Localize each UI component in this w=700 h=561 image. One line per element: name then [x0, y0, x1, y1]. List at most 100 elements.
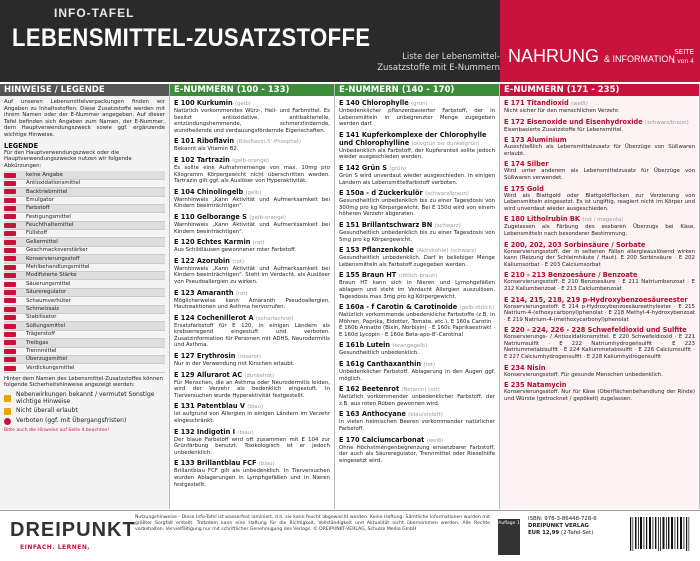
entry: E 122 Azorubin (rot) Warnhinweis „Kann Ak… [174, 257, 330, 286]
entry-title: E 122 Azorubin (rot) [174, 257, 330, 266]
entry-tag: (rot) [423, 362, 436, 369]
legend-item: Festigungsmittel [4, 213, 165, 222]
entry-text: Konservierungsstoff. Für gesunde Mensche… [504, 371, 663, 378]
legend-icon [4, 264, 16, 270]
entry-tag: (gelb) [235, 101, 251, 107]
entry-code: E 173 [504, 136, 525, 145]
notes: Nutzungshinweise - Diese Info-Tafel ist … [135, 515, 490, 532]
entry-tag: (schwarz/braun) [425, 191, 469, 198]
legend-label: Füllstoff [26, 230, 48, 237]
entry-tag: (schwarz) [434, 222, 461, 229]
entry-tag: (gelb) [245, 189, 262, 196]
entry-code: E 161g [339, 360, 365, 369]
entry-text: Der blaue Farbstoff wird oft zusammen mi… [174, 436, 330, 456]
entry-text: Unbedenklicher Farbstoff. Ablagerung in … [339, 369, 495, 382]
entry-name: Chinolingelb [196, 187, 244, 196]
legend-item: Feuchthaltemittel [4, 221, 165, 231]
legend-item: Trennmittel [4, 348, 165, 356]
subtitle: Liste der Lebensmittel-Zusatzstoffe mit … [377, 52, 500, 73]
legend-item: Süßungsmittel [4, 322, 165, 331]
legend-icon [4, 189, 16, 195]
entry-name: Lutein [366, 341, 391, 350]
entry-code: E 153 [339, 246, 360, 255]
entry-code: E 104 [174, 187, 195, 196]
legend-icon [4, 231, 16, 237]
entry: E 161g Canthaxanthin (rot) Unbedenklicher… [339, 360, 495, 382]
warning-label: Nicht überall erlaubt [16, 407, 78, 415]
entry: E 200, 202, 203 Sorbinsäure / Sorbate Kon… [504, 241, 695, 269]
legend-item: Schaumverhüter [4, 297, 165, 306]
entry: E 104 Chinolingelb (gelb) Warnhinweis „Ka… [174, 188, 330, 210]
entry-tag: (rot) [235, 290, 248, 297]
entry-name: Tartrazin [196, 155, 230, 164]
page-label: SEITE [674, 48, 694, 56]
column-heading: E-NUMMERN (100 - 133) [170, 84, 334, 96]
entry-text: Konservierungsstoff, der in seltenen Fäl… [504, 248, 695, 268]
entry-title: E 220 - 224, 226 - 228 Schwefeldioxid un… [504, 326, 695, 334]
column-heading: HINWEISE / LEGENDE [0, 84, 169, 96]
entry-text: Ausschließlich als Lebensmittelzusatz fü… [504, 144, 695, 157]
entry-title: E 171 Titandioxid (weiß) [504, 99, 695, 108]
entry-tag: (Riboflavin-5'-Phosphat) [236, 139, 302, 146]
legend-item: Modifizierte Stärke [4, 272, 165, 281]
entry-title: E 161b Lutein (orangegelb) [339, 341, 495, 350]
legend-label: Treibgas [26, 339, 49, 346]
series-box: NAHRUNG & INFORMATION SEITE 1 von 4 [500, 0, 700, 82]
legend-list: keine Angabe Antioxidationsmittel Backtrie… [4, 171, 165, 373]
legend-label: Schmelzsalz [26, 305, 60, 312]
entry: E 174 Silber Wird unter anderem als Leben… [504, 160, 695, 181]
intro: Auf unseren Lebensmittelverpackungen fin… [4, 99, 165, 138]
entry-text: Konservierungsstoff. E 214 p-Hydroxybenz… [504, 303, 695, 323]
legend-label: Geschmacksverstärker [26, 247, 88, 254]
price: EUR 12,99 (2-Tafel-Set) [528, 530, 597, 537]
legend-label: Säuerungsmittel [26, 280, 71, 287]
entry-title: E 200, 202, 203 Sorbinsäure / Sorbate [504, 241, 695, 249]
entry-code: E 133 [174, 459, 195, 468]
entry-tag: (blau) [237, 429, 254, 436]
legend-label: Antioxidationsmittel [26, 180, 81, 187]
entry-title: E 173 Aluminium [504, 136, 695, 144]
warning: Verboten (ggf. mit Übergangsfristen) [4, 418, 165, 426]
entry-name: Aluminium [526, 136, 567, 145]
entry-title: E 214, 215, 218, 219 p-Hydroxybenzoesäur… [504, 296, 695, 304]
column-heading: E-NUMMERN (171 - 235) [500, 84, 699, 96]
legend-item: Backtriebmittel [4, 188, 165, 197]
entry: E 141 Kupferkomplexe der Chlorophylle un… [339, 131, 495, 161]
entry-name: Azorubin [196, 256, 230, 265]
entry-name: Cochenillerot A [196, 313, 254, 322]
entry-text: Braun HT kann sich in Nieren und Lymphge… [339, 280, 495, 300]
entry: E 214, 215, 218, 219 p-Hydroxybenzoesäur… [504, 296, 695, 324]
entry-tag: (gelb-orange) [249, 214, 287, 221]
entry-title: E 175 Gold [504, 185, 695, 193]
entry: E 102 Tartrazin (gelb-orange) Es sollte e… [174, 156, 330, 185]
legend-icon [4, 172, 16, 178]
legend-label: Schaumverhüter [26, 297, 71, 304]
legend-item: Konservierungsstoff [4, 255, 165, 264]
entry-code: E 124 [174, 313, 195, 322]
entry-name: Gold [526, 184, 544, 193]
header: INFO-TAFEL LEBENSMITTEL-ZUSATZSTOFFE Lis… [0, 0, 700, 82]
entry-name: p-Hydroxybenzoesäureester [582, 295, 688, 304]
entry: E 173 Aluminium Ausschließlich als Lebens… [504, 136, 695, 157]
legend-icon [4, 248, 16, 254]
entry-name: Brillantschwarz BN [361, 220, 433, 229]
legend-item: Stabilisator [4, 314, 165, 323]
entry-name: Silber [526, 160, 549, 169]
legend-icon [4, 273, 16, 279]
entry-title: E 235 Natamycin [504, 381, 695, 389]
entry-code: E 120 [174, 238, 195, 247]
entry-text: Unbedenklich als Farbstoff, der Kupferan… [339, 147, 495, 161]
entry-name: Amaranth [196, 288, 234, 297]
entry-text: Warnhinweis „Kann Aktivität und Aufmerks… [174, 221, 330, 235]
entry-title: E 102 Tartrazin (gelb-orange) [174, 156, 330, 165]
legend-label: Geliermittel [26, 238, 58, 245]
entry-text: Konservierungsstoff. E 210 Benzoesäure ·… [504, 279, 695, 292]
legend-body: Auf unseren Lebensmittelverpackungen fin… [0, 96, 169, 438]
kicker: INFO-TAFEL [54, 6, 135, 20]
entry-tag: (blau) [247, 404, 264, 411]
entry-code: E 101 [174, 137, 195, 146]
entry: E 124 Cochenillerot A (scharlachrot) Ersa… [174, 314, 330, 349]
column-body: E 100 Kurkumin (gelb) Natürlich vorkommen… [170, 96, 334, 494]
legend-icon [4, 197, 16, 203]
entry-name: Allurarot AC [196, 370, 243, 379]
